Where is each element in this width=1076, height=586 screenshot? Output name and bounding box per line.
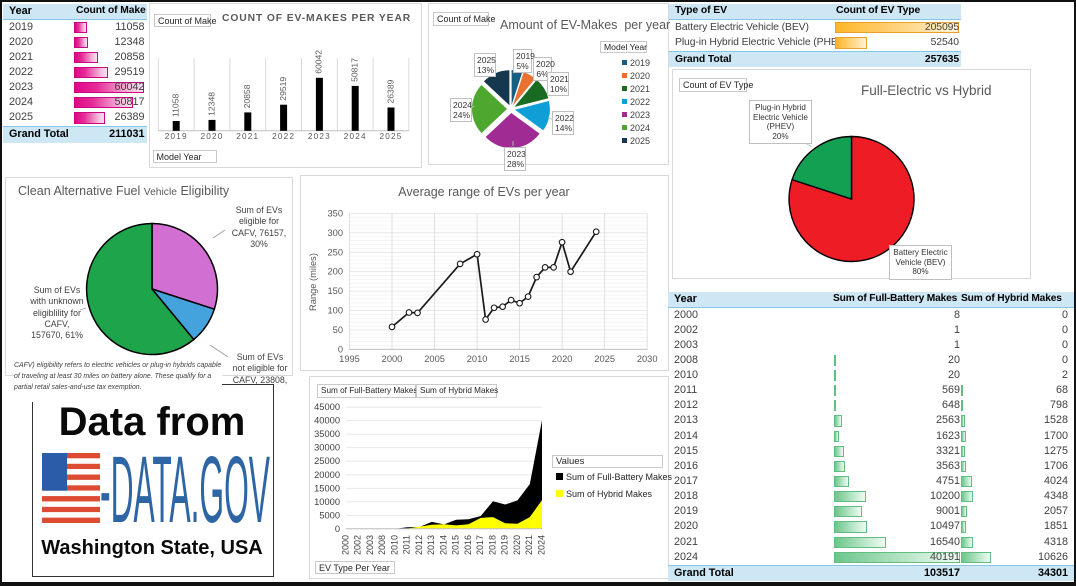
svg-text:2021: 2021: [236, 132, 259, 141]
svg-text:26389: 26389: [385, 79, 395, 103]
svg-text:35000: 35000: [314, 429, 340, 439]
svg-text:10000: 10000: [314, 497, 340, 507]
svg-text:2016: 2016: [463, 535, 473, 555]
svg-text:2023: 2023: [308, 132, 331, 141]
svg-text:1995: 1995: [339, 354, 360, 364]
svg-text:0: 0: [338, 344, 343, 354]
svg-text:Range (miles): Range (miles): [308, 253, 318, 311]
svg-text:11058: 11058: [170, 94, 180, 117]
svg-text:300: 300: [327, 228, 343, 238]
svg-text:45000: 45000: [314, 402, 340, 412]
svg-text:12348: 12348: [206, 92, 216, 116]
svg-text:2017: 2017: [475, 535, 485, 555]
svg-text:0: 0: [335, 524, 340, 534]
svg-text:5000: 5000: [319, 510, 340, 520]
svg-text:2008: 2008: [377, 535, 387, 555]
svg-text:2019: 2019: [165, 132, 188, 141]
svg-text:2024: 2024: [344, 132, 367, 141]
svg-text:20000: 20000: [314, 470, 340, 480]
svg-text:2025: 2025: [594, 354, 615, 364]
svg-text:30000: 30000: [314, 443, 340, 453]
svg-text:2020: 2020: [200, 132, 223, 141]
svg-text:200: 200: [327, 267, 343, 277]
svg-text:29519: 29519: [278, 77, 288, 101]
svg-text:2013: 2013: [426, 535, 436, 555]
svg-text:100: 100: [327, 306, 343, 316]
svg-text:-DATA.GOV: -DATA.GOV: [100, 438, 270, 543]
svg-text:2018: 2018: [487, 535, 497, 555]
svg-text:150: 150: [327, 286, 343, 296]
svg-text:2005: 2005: [424, 354, 445, 364]
svg-text:2015: 2015: [509, 354, 530, 364]
svg-text:2022: 2022: [272, 132, 295, 141]
svg-text:2010: 2010: [389, 535, 399, 555]
svg-text:50817: 50817: [349, 58, 359, 82]
svg-text:2000: 2000: [382, 354, 403, 364]
svg-text:2014: 2014: [438, 535, 448, 555]
svg-text:2024: 2024: [536, 535, 546, 555]
svg-text:40000: 40000: [314, 416, 340, 426]
svg-text:2025: 2025: [379, 132, 402, 141]
svg-text:2011: 2011: [402, 535, 412, 554]
svg-text:2012: 2012: [414, 535, 424, 555]
svg-text:2002: 2002: [353, 535, 363, 555]
svg-text:2020: 2020: [552, 354, 573, 364]
svg-text:350: 350: [327, 208, 343, 218]
svg-text:25000: 25000: [314, 456, 340, 466]
svg-text:2003: 2003: [365, 535, 375, 555]
svg-text:2010: 2010: [467, 354, 488, 364]
svg-text:50: 50: [333, 325, 343, 335]
svg-text:2030: 2030: [637, 354, 658, 364]
svg-text:60042: 60042: [314, 50, 324, 74]
svg-text:2019: 2019: [500, 535, 510, 555]
svg-text:2015: 2015: [451, 535, 461, 555]
svg-text:2020: 2020: [512, 535, 522, 555]
svg-text:20858: 20858: [242, 84, 252, 108]
svg-text:15000: 15000: [314, 483, 340, 493]
svg-text:250: 250: [327, 247, 343, 257]
svg-text:2021: 2021: [524, 535, 534, 555]
svg-text:2000: 2000: [340, 535, 350, 555]
